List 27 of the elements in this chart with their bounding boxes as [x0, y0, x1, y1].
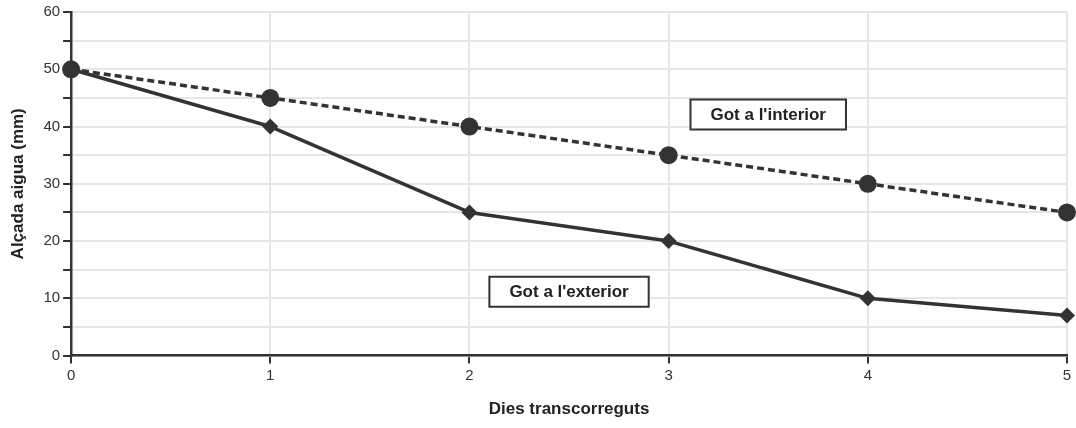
- x-tick-label: 3: [664, 365, 673, 383]
- y-axis-title: Alçada aigua (mm): [7, 108, 27, 260]
- point: [660, 233, 677, 250]
- y-tick-label: 10: [43, 288, 61, 306]
- point: [460, 117, 479, 136]
- y-tick-label: 50: [43, 59, 61, 77]
- text: Got a l'interior: [710, 105, 827, 125]
- x-axis-title: Dies transcorreguts: [488, 399, 650, 419]
- point: [659, 146, 678, 165]
- x-tick-label: 5: [1062, 365, 1072, 383]
- y-tick-label: 0: [51, 345, 61, 363]
- point: [1058, 203, 1076, 222]
- y-tick-label: 40: [43, 116, 61, 134]
- y-tick-label: 60: [43, 2, 61, 20]
- x-tick-label: 2: [465, 365, 474, 383]
- point: [859, 290, 876, 307]
- point: [262, 118, 279, 135]
- y-tick-label: 30: [43, 173, 61, 191]
- x-tick-label: 1: [266, 365, 275, 383]
- point: [858, 174, 877, 193]
- x-tick-label: 0: [66, 365, 76, 383]
- x-tick-label: 4: [863, 365, 872, 383]
- point: [461, 204, 478, 221]
- text: Got a l'exterior: [509, 282, 630, 302]
- point: [261, 88, 280, 107]
- point: [1059, 307, 1075, 324]
- y-tick-label: 20: [43, 231, 61, 249]
